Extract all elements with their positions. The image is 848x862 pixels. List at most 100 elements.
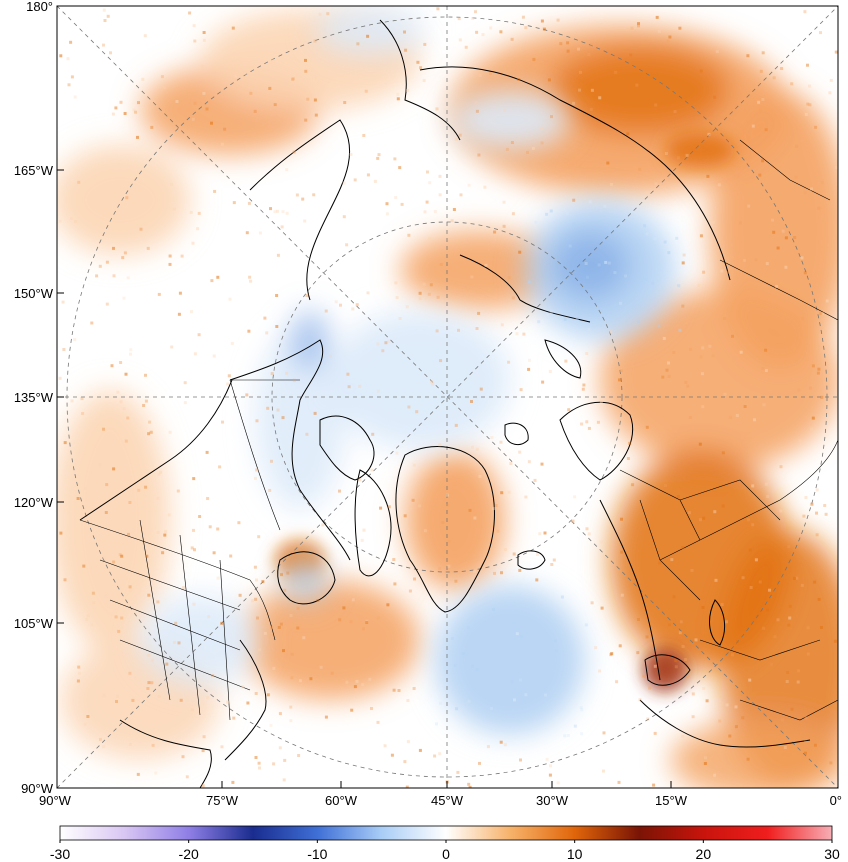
speckle-cell xyxy=(364,89,368,93)
speckle-cell xyxy=(342,606,346,610)
speckle-cell xyxy=(360,538,364,542)
speckle-cell xyxy=(73,338,77,342)
speckle-cell xyxy=(435,722,438,726)
speckle-cell xyxy=(788,604,792,608)
speckle-cell xyxy=(806,102,810,106)
speckle-cell xyxy=(834,50,838,54)
speckle-cell xyxy=(438,174,442,178)
speckle-cell xyxy=(731,334,734,338)
speckle-cell xyxy=(636,320,640,324)
speckle-cell xyxy=(743,258,747,262)
speckle-cell xyxy=(628,441,632,445)
speckle-cell xyxy=(128,589,132,592)
speckle-cell xyxy=(281,416,285,420)
speckle-cell xyxy=(735,414,739,417)
speckle-cell xyxy=(191,241,195,245)
speckle-cell xyxy=(723,317,727,320)
speckle-cell xyxy=(503,548,507,551)
speckle-cell xyxy=(620,593,624,597)
speckle-cell xyxy=(522,332,526,336)
speckle-cell xyxy=(147,432,151,436)
speckle-cell xyxy=(232,716,236,720)
speckle-cell xyxy=(505,147,509,151)
speckle-cell xyxy=(149,430,153,434)
speckle-cell xyxy=(119,361,123,364)
speckle-cell xyxy=(139,227,143,231)
speckle-cell xyxy=(490,707,494,710)
speckle-cell xyxy=(509,462,513,465)
speckle-cell xyxy=(128,501,132,504)
warm-region-canada-east xyxy=(240,580,420,700)
speckle-cell xyxy=(245,393,249,397)
speckle-cell xyxy=(376,389,380,393)
speckle-cell xyxy=(285,371,289,375)
speckle-cell xyxy=(349,620,353,624)
speckle-cell xyxy=(764,369,768,372)
speckle-cell xyxy=(188,11,192,15)
speckle-cell xyxy=(376,616,380,620)
speckle-cell xyxy=(58,219,62,223)
speckle-cell xyxy=(725,620,728,624)
bottom-axis-label: 0° xyxy=(830,793,842,808)
speckle-cell xyxy=(547,78,551,82)
bottom-axis-label: 90°W xyxy=(39,793,72,808)
speckle-cell xyxy=(599,399,603,403)
speckle-cell xyxy=(808,103,812,107)
speckle-cell xyxy=(424,529,427,533)
speckle-cell xyxy=(136,135,139,139)
speckle-cell xyxy=(489,26,493,30)
speckle-cell xyxy=(192,24,196,28)
speckle-cell xyxy=(63,441,67,445)
speckle-cell xyxy=(511,212,515,216)
speckle-cell xyxy=(681,546,685,549)
speckle-cell xyxy=(519,635,523,639)
warm-region-north-america-west xyxy=(57,390,170,650)
speckle-cell xyxy=(604,260,608,264)
alaska-coast xyxy=(249,119,351,301)
speckle-cell xyxy=(492,607,496,611)
speckle-cell xyxy=(769,662,773,666)
speckle-cell xyxy=(764,128,768,132)
speckle-cell xyxy=(667,374,671,378)
speckle-cell xyxy=(142,404,146,407)
speckle-cell xyxy=(102,427,105,431)
speckle-cell xyxy=(149,430,153,434)
speckle-cell xyxy=(540,126,543,130)
speckle-cell xyxy=(376,156,380,160)
speckle-cell xyxy=(524,495,528,499)
speckle-cell xyxy=(637,618,640,621)
speckle-cell xyxy=(191,117,195,121)
speckle-cell xyxy=(366,173,370,177)
speckle-cell xyxy=(457,328,460,332)
speckle-cell xyxy=(544,693,547,697)
speckle-cell xyxy=(503,108,507,112)
speckle-cell xyxy=(809,427,813,431)
speckle-cell xyxy=(289,719,293,723)
speckle-cell xyxy=(804,112,808,116)
speckle-cell xyxy=(510,141,514,144)
speckle-cell xyxy=(429,283,433,287)
left-axis-label: 120°W xyxy=(14,495,54,510)
speckle-cell xyxy=(688,416,692,419)
speckle-cell xyxy=(137,101,140,105)
speckle-cell xyxy=(615,680,619,684)
speckle-cell xyxy=(247,329,251,333)
speckle-cell xyxy=(270,459,273,463)
speckle-cell xyxy=(418,504,422,508)
speckle-cell xyxy=(751,484,755,488)
speckle-cell xyxy=(303,219,307,223)
speckle-cell xyxy=(385,212,389,216)
warm-region-north-africa xyxy=(670,720,838,788)
speckle-cell xyxy=(330,671,334,675)
speckle-cell xyxy=(339,303,342,307)
speckle-cell xyxy=(385,202,389,206)
speckle-cell xyxy=(362,134,366,137)
speckle-cell xyxy=(521,15,525,19)
speckle-cell xyxy=(370,707,373,710)
speckle-cell xyxy=(366,34,370,38)
speckle-cell xyxy=(813,580,817,584)
speckle-cell xyxy=(181,755,185,759)
speckle-cell xyxy=(145,554,149,558)
speckle-cell xyxy=(575,316,579,320)
speckle-cell xyxy=(748,548,752,552)
